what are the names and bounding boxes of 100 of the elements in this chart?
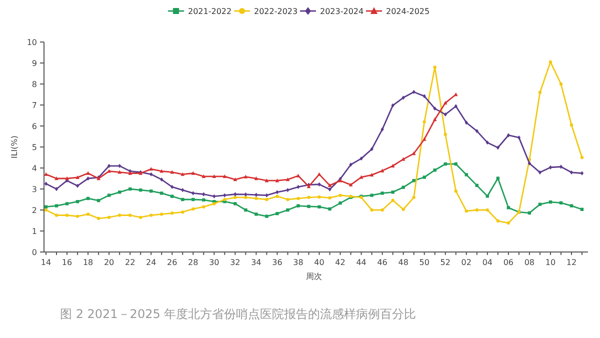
point [380, 208, 384, 212]
y-tick-label: 8 [32, 80, 37, 89]
point [286, 188, 290, 192]
y-tick-label: 0 [32, 248, 37, 257]
point [454, 190, 458, 193]
point [202, 174, 206, 178]
point [402, 186, 405, 189]
y-tick-label: 6 [32, 122, 37, 131]
point [348, 182, 353, 186]
legend-label: 2021-2022 [188, 7, 232, 16]
point [548, 60, 552, 64]
point [170, 212, 174, 215]
legend-label: 2023-2024 [320, 7, 364, 16]
x-tick-label: 08 [524, 258, 535, 267]
x-tick-label: 42 [335, 258, 346, 267]
point [528, 161, 532, 166]
point [160, 177, 164, 182]
point [107, 194, 111, 197]
point [559, 82, 563, 86]
point [443, 100, 448, 104]
point [150, 172, 153, 176]
point [265, 214, 268, 218]
point [433, 66, 436, 69]
point [65, 202, 69, 206]
point [390, 164, 395, 168]
caption: 图 2 2021－2025 年度北方省份哨点医院报告的流感样病例百分比 [60, 307, 416, 321]
point [328, 183, 332, 188]
point [234, 202, 237, 206]
point [128, 214, 132, 217]
point [422, 94, 426, 98]
point [76, 214, 80, 218]
point [65, 214, 69, 217]
point [107, 169, 111, 173]
point [412, 196, 416, 199]
point [338, 201, 342, 205]
point [464, 209, 468, 213]
point [181, 210, 184, 214]
point [475, 128, 478, 134]
point [538, 90, 542, 94]
point [107, 216, 111, 219]
point [444, 132, 447, 136]
point [54, 204, 58, 208]
x-tick-label: 38 [293, 258, 304, 267]
point [118, 170, 122, 174]
point [223, 198, 226, 202]
point [328, 187, 332, 192]
point [422, 120, 426, 124]
point [118, 164, 122, 168]
point [349, 162, 352, 167]
point [328, 196, 332, 200]
point [318, 182, 321, 186]
line-series [44, 92, 458, 188]
point [212, 194, 216, 198]
point [180, 172, 185, 176]
point [296, 204, 300, 208]
point [254, 212, 258, 216]
point [464, 120, 468, 125]
point [222, 174, 227, 178]
y-tick-label: 1 [32, 227, 37, 236]
point [328, 207, 332, 211]
point [370, 194, 374, 197]
x-tick-label: 28 [188, 258, 198, 267]
point [486, 208, 490, 212]
point [580, 156, 584, 160]
y-tick-label: 3 [32, 185, 37, 194]
legend-label: 2022-2023 [254, 7, 298, 16]
point [370, 208, 374, 212]
point [296, 174, 300, 178]
point [118, 214, 122, 217]
point [244, 196, 248, 199]
point [506, 206, 510, 210]
point [391, 198, 394, 202]
legend-label: 2024-2025 [386, 7, 430, 16]
point [422, 176, 426, 179]
point [244, 192, 248, 197]
x-tick-label: 22 [124, 258, 136, 267]
x-tick-label: 52 [440, 258, 450, 267]
point [380, 127, 384, 132]
point [276, 194, 279, 198]
point [276, 212, 279, 216]
point [380, 192, 384, 195]
point [54, 186, 58, 192]
point [212, 174, 216, 178]
point [570, 170, 574, 174]
point [486, 140, 490, 145]
point [307, 196, 310, 199]
point [496, 219, 500, 223]
point [570, 204, 574, 208]
x-tick-label: 48 [398, 258, 408, 267]
y-tick-label: 4 [32, 164, 37, 173]
y-tick-label: 2 [32, 206, 37, 215]
y-tick-label: 10 [26, 38, 37, 47]
point [496, 146, 500, 150]
line-series [44, 90, 584, 198]
point [412, 90, 416, 94]
y-tick-label: 9 [32, 59, 37, 68]
x-tick-label: 46 [377, 258, 388, 267]
point [412, 179, 416, 182]
point [54, 214, 58, 217]
x-tick-label: 10 [545, 258, 556, 267]
